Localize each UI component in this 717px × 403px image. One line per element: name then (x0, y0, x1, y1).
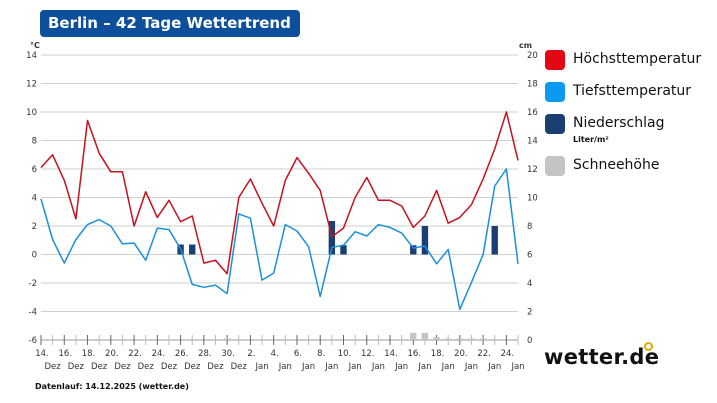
precip-bar (491, 226, 498, 255)
wetter-de-logo[interactable]: wetter.de (544, 345, 660, 369)
legend-swatch-low (545, 82, 565, 102)
y-right-unit: cm (519, 41, 532, 50)
legend-sublabel: Liter/m² (573, 135, 609, 144)
x-tick-label: 4. (271, 349, 279, 359)
legend-label: Höchsttemperatur (573, 51, 702, 67)
x-tick-month: Jan (487, 362, 501, 372)
x-tick-month: Dez (138, 362, 155, 372)
x-tick-label: 18. (82, 349, 96, 359)
y-right-tick-label: 2 (527, 308, 532, 318)
x-tick-month: Dez (45, 362, 62, 372)
precip-bar (421, 226, 429, 255)
y-right-tick-label: 16 (527, 108, 538, 118)
y-right-tick-label: 6 (527, 251, 532, 261)
x-tick-label: 20. (105, 349, 119, 359)
precip-bar (410, 245, 417, 255)
y-left-tick-label: 2 (32, 222, 37, 232)
x-tick-label: 14. (384, 349, 398, 359)
x-tick-label: 16. (59, 349, 73, 359)
y-left-tick-label: -2 (29, 279, 37, 289)
x-tick-label: 24. (152, 349, 166, 359)
x-tick-month: Jan (371, 362, 385, 372)
legend-swatch-snow (545, 156, 565, 176)
legend-label: Tiefsttemperatur (573, 83, 692, 99)
x-tick-month: Jan (510, 362, 524, 372)
x-tick-label: 14. (35, 349, 49, 359)
x-tick-month: Jan (394, 362, 408, 372)
x-tick-label: 22. (477, 349, 491, 359)
y-right-tick-label: 10 (527, 194, 538, 204)
legend-swatch-precip (545, 114, 565, 134)
x-tick-month: Jan (348, 362, 362, 372)
x-tick-label: 22. (128, 349, 142, 359)
x-tick-month: Dez (114, 362, 131, 372)
x-tick-month: Dez (91, 362, 108, 372)
snow-bar (456, 338, 464, 340)
y-right-tick-label: 18 (527, 80, 538, 90)
y-left-tick-label: -6 (29, 336, 37, 346)
x-tick-label: 18. (431, 349, 445, 359)
x-tick-month: Jan (417, 362, 431, 372)
x-tick-month: Jan (254, 362, 268, 372)
y-left-tick-label: 8 (32, 137, 37, 147)
x-tick-month: Jan (464, 362, 478, 372)
y-right-tick-label: 0 (527, 336, 532, 346)
x-tick-label: 6. (294, 349, 302, 359)
x-tick-month: Jan (301, 362, 315, 372)
legend-swatch-high (545, 50, 565, 70)
y-left-tick-label: 4 (32, 194, 37, 204)
logo-dot-icon (644, 342, 653, 351)
y-left-tick-label: -4 (29, 308, 37, 318)
x-tick-label: 20. (454, 349, 468, 359)
snow-bar (468, 338, 475, 340)
chart-title: Berlin – 42 Tage Wettertrend (40, 10, 300, 37)
x-tick-label: 24. (501, 349, 515, 359)
x-tick-label: 10. (338, 349, 352, 359)
x-tick-label: 2. (247, 349, 255, 359)
x-tick-month: Dez (231, 362, 248, 372)
precip-bar (328, 221, 336, 255)
x-tick-month: Dez (68, 362, 85, 372)
x-tick-label: 8. (317, 349, 325, 359)
y-left-tick-label: 12 (26, 80, 37, 90)
x-tick-label: 16. (408, 349, 422, 359)
low-temp-line (40, 168, 519, 311)
x-tick-month: Jan (324, 362, 338, 372)
x-tick-label: 12. (361, 349, 375, 359)
x-tick-month: Dez (207, 362, 224, 372)
y-left-tick-label: 14 (26, 51, 37, 61)
precip-bar (340, 245, 347, 255)
y-right-tick-label: 4 (527, 279, 532, 289)
x-tick-label: 26. (175, 349, 189, 359)
y-left-tick-label: 0 (32, 251, 37, 261)
y-right-tick-label: 14 (527, 137, 538, 147)
y-right-tick-label: 8 (527, 222, 532, 232)
x-tick-month: Dez (184, 362, 201, 372)
snow-bar (421, 332, 429, 340)
x-tick-label: 28. (198, 349, 212, 359)
x-tick-month: Jan (441, 362, 455, 372)
y-right-tick-label: 20 (527, 51, 538, 61)
legend-label: Niederschlag (573, 115, 665, 131)
precip-bar (189, 244, 196, 255)
x-tick-month: Dez (161, 362, 178, 372)
snow-bar (433, 337, 440, 340)
high-temp-line (40, 111, 519, 275)
data-run-footer: Datenlauf: 14.12.2025 (wetter.de) (35, 382, 189, 391)
snow-bar (444, 338, 452, 340)
x-tick-label: 30. (221, 349, 235, 359)
snow-bar (479, 338, 487, 340)
y-right-tick-label: 12 (527, 165, 538, 175)
y-left-tick-label: 6 (32, 165, 37, 175)
y-left-tick-label: 10 (26, 108, 37, 118)
snow-bar (223, 338, 231, 340)
snow-bar (410, 332, 417, 340)
legend-label: Schneehöhe (573, 157, 660, 173)
y-left-unit: °C (30, 41, 40, 50)
x-tick-month: Jan (278, 362, 292, 372)
